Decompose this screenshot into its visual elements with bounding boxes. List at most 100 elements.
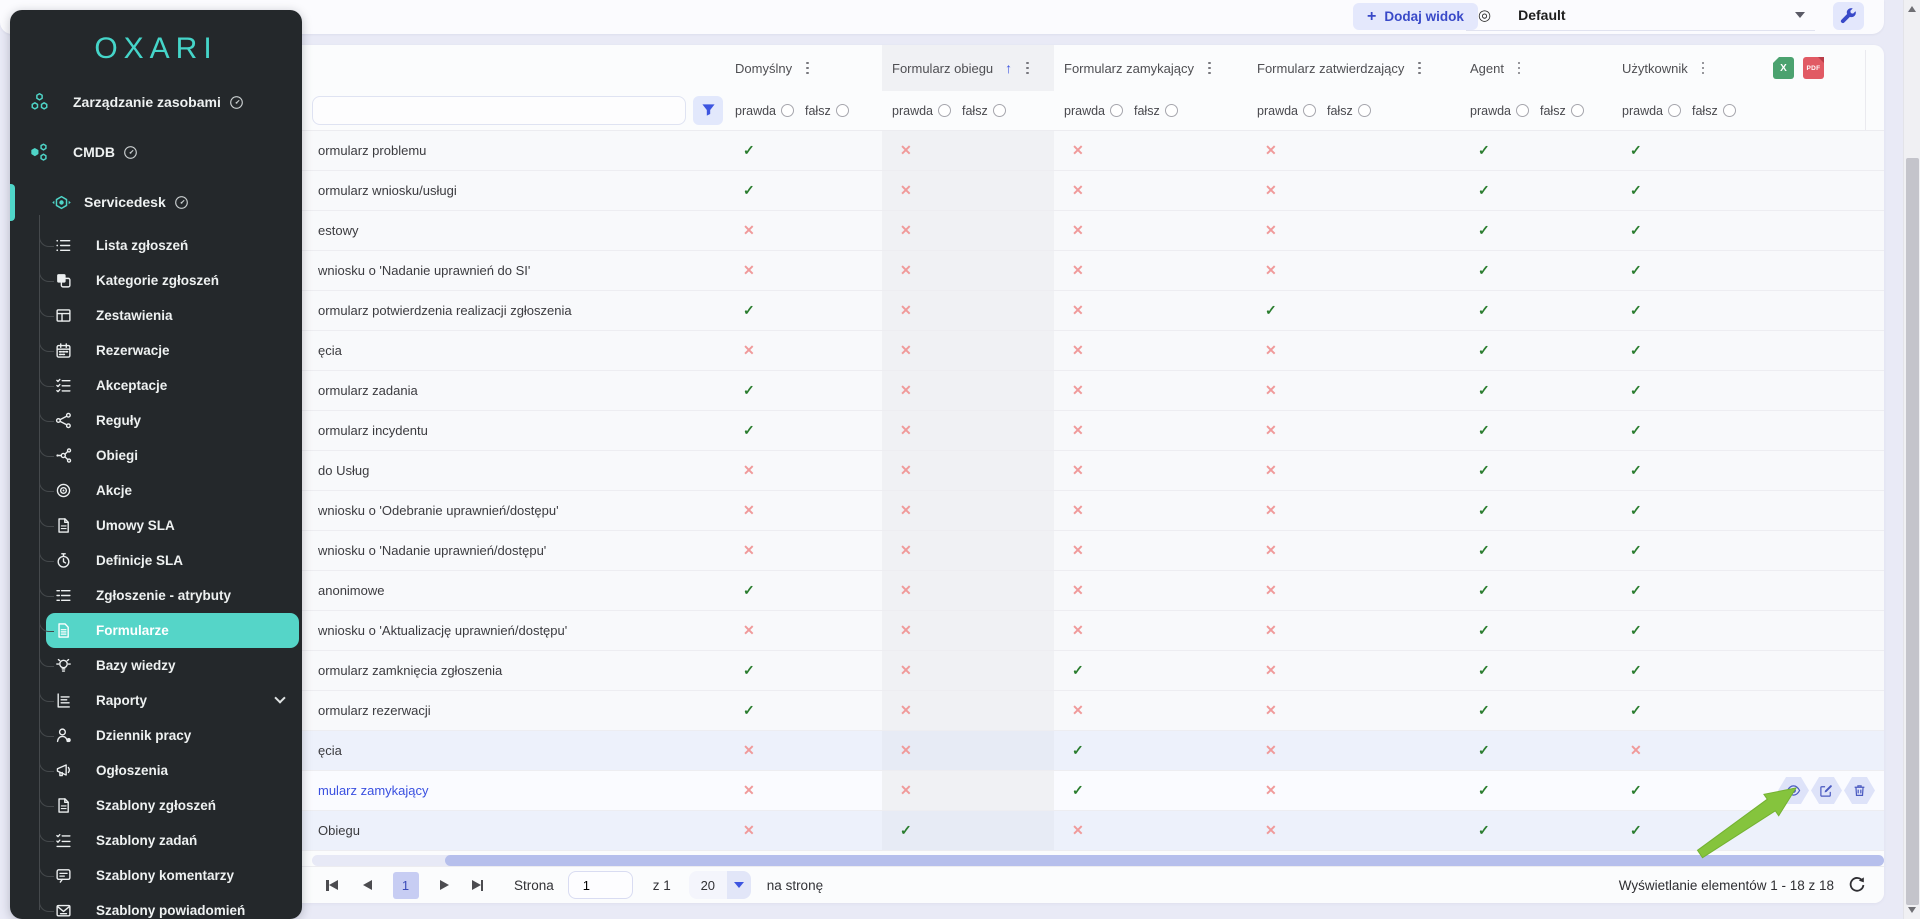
- radio-true[interactable]: [938, 104, 951, 117]
- column-header-label: Formularz obiegu: [892, 60, 994, 76]
- table-row[interactable]: ormularz wniosku/usługi ✓ ✕ ✕ ✕ ✓ ✓: [260, 171, 1884, 211]
- radio-false[interactable]: [992, 104, 1006, 117]
- sidebar-item-raporty[interactable]: Raporty: [10, 683, 302, 718]
- row-actions-cell: [1772, 771, 1884, 810]
- radio-true[interactable]: [1516, 104, 1529, 117]
- page-size-select[interactable]: 20: [688, 871, 751, 899]
- table-row[interactable]: ormularz problemu ✓ ✕ ✕ ✕ ✓ ✓: [260, 131, 1884, 171]
- sidebar-item-bazy-wiedzy[interactable]: Bazy wiedzy: [10, 648, 302, 683]
- column-menu-icon[interactable]: [1205, 59, 1214, 78]
- page-number-input[interactable]: [567, 871, 633, 899]
- name-filter-input[interactable]: [312, 96, 686, 125]
- cross-icon: ✕: [1072, 182, 1084, 198]
- table-row[interactable]: ęcia ✕ ✕ ✕ ✕ ✓ ✓: [260, 331, 1884, 371]
- column-header-formularz-zatwierdzaj-cy[interactable]: Formularz zatwierdzający ↑: [1247, 45, 1460, 91]
- sidebar-module-zarz-dzanie-zasobami[interactable]: Zarządzanie zasobami: [10, 82, 302, 122]
- table-row[interactable]: ormularz zamknięcia zgłoszenia ✓ ✕ ✓ ✕ ✓ ✓: [260, 651, 1884, 691]
- sidebar: OXARI Zarządzanie zasobami CMDB Serviced…: [10, 10, 302, 919]
- row-name[interactable]: mularz zamykający: [318, 783, 429, 798]
- radio-false[interactable]: [1357, 104, 1371, 117]
- radio-true[interactable]: [781, 104, 794, 117]
- column-menu-icon[interactable]: [1415, 59, 1424, 78]
- table-row[interactable]: anonimowe ✓ ✕ ✕ ✕ ✓ ✓: [260, 571, 1884, 611]
- table-row[interactable]: wniosku o 'Nadanie uprawnień do SI' ✕ ✕ ✕ ✕ ✓…: [260, 251, 1884, 291]
- row-actions-cell: [1772, 131, 1884, 170]
- filter-true-label: prawda: [735, 103, 776, 118]
- horizontal-scrollbar-thumb[interactable]: [445, 855, 1884, 866]
- scroll-down-icon[interactable]: [1908, 907, 1916, 913]
- form-icon: [55, 622, 72, 639]
- column-header-agent[interactable]: Agent ↑: [1460, 45, 1612, 91]
- table-row[interactable]: ęcia ✕ ✕ ✓ ✕ ✓ ✕: [260, 731, 1884, 771]
- tree-elbow: [39, 862, 54, 877]
- next-page-button[interactable]: [439, 880, 449, 890]
- check-icon: ✓: [1478, 742, 1490, 758]
- edit-button[interactable]: [1811, 777, 1842, 804]
- radio-true[interactable]: [1668, 104, 1681, 117]
- view-selector[interactable]: ◎ Default: [1466, 0, 1815, 31]
- horizontal-scrollbar[interactable]: [312, 855, 1884, 866]
- sidebar-item-og-oszenia[interactable]: Ogłoszenia: [10, 753, 302, 788]
- sidebar-item-definicje-sla[interactable]: Definicje SLA: [10, 543, 302, 578]
- sidebar-item-akceptacje[interactable]: Akceptacje: [10, 368, 302, 403]
- export-pdf-icon[interactable]: PDF: [1803, 57, 1824, 79]
- refresh-button[interactable]: [1848, 876, 1866, 894]
- table-row[interactable]: wniosku o 'Odebranie uprawnień/dostępu' ✕…: [260, 491, 1884, 531]
- radio-false[interactable]: [1570, 104, 1584, 117]
- column-header-formularz-obiegu[interactable]: Formularz obiegu ↑: [882, 45, 1054, 91]
- table-row[interactable]: estowy ✕ ✕ ✕ ✕ ✓ ✓: [260, 211, 1884, 251]
- first-page-button[interactable]: [326, 879, 338, 891]
- column-header-formularz-zamykaj-cy[interactable]: Formularz zamykający ↑: [1054, 45, 1247, 91]
- export-excel-icon[interactable]: X: [1773, 57, 1794, 79]
- column-menu-icon[interactable]: [803, 59, 812, 78]
- sidebar-item-formularze[interactable]: Formularze: [10, 612, 302, 648]
- table-row[interactable]: do Usług ✕ ✕ ✕ ✕ ✓ ✓: [260, 451, 1884, 491]
- settings-wrench-button[interactable]: [1833, 2, 1864, 30]
- table-row[interactable]: mularz zamykający ✕ ✕ ✓ ✕ ✓ ✓: [260, 771, 1884, 811]
- sidebar-module-cmdb[interactable]: CMDB: [10, 132, 302, 172]
- preview-button[interactable]: [1778, 777, 1809, 804]
- sidebar-item-obiegi[interactable]: Obiegi: [10, 438, 302, 473]
- sidebar-item-szablony-komentarzy[interactable]: Szablony komentarzy: [10, 858, 302, 893]
- add-view-button[interactable]: + Dodaj widok: [1353, 3, 1478, 30]
- sidebar-item-umowy-sla[interactable]: Umowy SLA: [10, 508, 302, 543]
- sidebar-item-zestawienia[interactable]: Zestawienia: [10, 298, 302, 333]
- table-row[interactable]: ormularz rezerwacji ✓ ✕ ✕ ✕ ✓ ✓: [260, 691, 1884, 731]
- row-actions-cell: [1772, 251, 1884, 290]
- last-page-button[interactable]: [471, 879, 483, 891]
- sidebar-item-szablony-zg-osze[interactable]: Szablony zgłoszeń: [10, 788, 302, 823]
- radio-false[interactable]: [1722, 104, 1736, 117]
- sidebar-item-szablony-zada[interactable]: Szablony zadań: [10, 823, 302, 858]
- scroll-up-icon[interactable]: [1908, 6, 1916, 12]
- sidebar-item-lista-zg-osze[interactable]: Lista zgłoszeń: [10, 228, 302, 263]
- delete-button[interactable]: [1844, 777, 1875, 804]
- radio-false[interactable]: [835, 104, 849, 117]
- sidebar-item-kategorie-zg-osze[interactable]: Kategorie zgłoszeń: [10, 263, 302, 298]
- radio-true[interactable]: [1303, 104, 1316, 117]
- table-row[interactable]: ormularz potwierdzenia realizacji zgłosz…: [260, 291, 1884, 331]
- sidebar-item-szablony-powiadomie[interactable]: Szablony powiadomień: [10, 893, 302, 919]
- column-menu-icon[interactable]: [1515, 59, 1524, 78]
- sidebar-item-regu-y[interactable]: Reguły: [10, 403, 302, 438]
- previous-page-button[interactable]: [362, 880, 372, 890]
- radio-true[interactable]: [1110, 104, 1123, 117]
- column-header-domy-lny[interactable]: Domyślny ↑: [725, 45, 882, 91]
- table-row[interactable]: wniosku o 'Nadanie uprawnień/dostępu' ✕ ✕ ✕…: [260, 531, 1884, 571]
- table-row[interactable]: ormularz zadania ✓ ✕ ✕ ✕ ✓ ✓: [260, 371, 1884, 411]
- column-menu-icon[interactable]: [1023, 59, 1032, 78]
- sidebar-item-akcje[interactable]: Akcje: [10, 473, 302, 508]
- sidebar-module-servicedesk[interactable]: Servicedesk: [10, 182, 302, 222]
- table-row[interactable]: ormularz incydentu ✓ ✕ ✕ ✕ ✓ ✓: [260, 411, 1884, 451]
- radio-false[interactable]: [1164, 104, 1178, 117]
- vertical-scrollbar[interactable]: [1903, 0, 1920, 919]
- column-header-u-ytkownik[interactable]: Użytkownik ↑: [1612, 45, 1772, 91]
- table-row[interactable]: wniosku o 'Aktualizację uprawnień/dostęp…: [260, 611, 1884, 651]
- table-row[interactable]: Obiegu ✕ ✓ ✕ ✕ ✓ ✓: [260, 811, 1884, 851]
- current-page-button[interactable]: 1: [392, 871, 419, 899]
- column-menu-icon[interactable]: [1699, 59, 1708, 78]
- sidebar-item-zg-oszenie-atrybuty[interactable]: Zgłoszenie - atrybuty: [10, 578, 302, 613]
- sidebar-item-dziennik-pracy[interactable]: Dziennik pracy: [10, 718, 302, 753]
- vertical-scrollbar-thumb[interactable]: [1906, 158, 1919, 905]
- filter-button[interactable]: [693, 96, 723, 125]
- sidebar-item-rezerwacje[interactable]: Rezerwacje: [10, 333, 302, 368]
